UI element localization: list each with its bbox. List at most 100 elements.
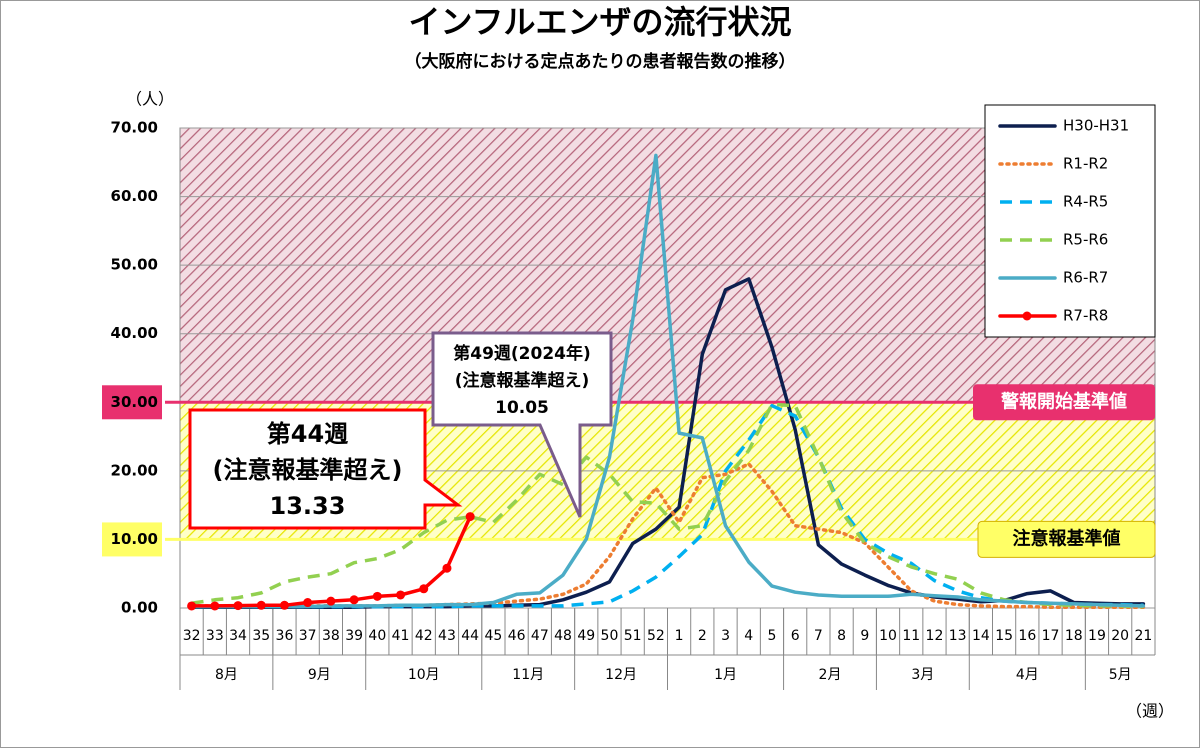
callout — [188, 408, 463, 530]
tick-highlight — [102, 385, 162, 420]
x-group-label: 3月 — [911, 667, 934, 683]
x-tick-label: 33 — [206, 628, 224, 644]
x-group-label: 9月 — [308, 667, 331, 683]
callout-text: (注意報基準超え) — [455, 370, 590, 391]
threshold-label: 注意報基準値 — [1013, 527, 1121, 549]
x-tick-label: 44 — [461, 628, 479, 644]
x-group-label: 12月 — [605, 667, 637, 683]
series-marker — [210, 601, 220, 611]
x-tick-label: 19 — [1088, 628, 1106, 644]
series-marker — [326, 596, 336, 606]
x-tick-label: 46 — [508, 628, 526, 644]
series-marker — [303, 598, 313, 608]
x-tick-label: 48 — [554, 628, 572, 644]
series-marker — [442, 563, 452, 573]
y-tick-label: 0.00 — [121, 599, 158, 617]
x-tick-label: 47 — [531, 628, 549, 644]
x-tick-label: 15 — [995, 628, 1013, 644]
x-group-label: 5月 — [1109, 667, 1132, 683]
x-tick-label: 20 — [1111, 628, 1129, 644]
series-marker — [187, 601, 197, 611]
y-tick-label: 70.00 — [111, 119, 158, 137]
x-tick-label: 1 — [675, 628, 684, 644]
x-tick-label: 43 — [438, 628, 456, 644]
legend-label: R6-R7 — [1063, 269, 1108, 287]
y-tick-label: 20.00 — [111, 461, 158, 479]
legend-marker — [1022, 311, 1032, 321]
x-tick-label: 8 — [837, 628, 846, 644]
x-tick-label: 36 — [276, 628, 294, 644]
x-tick-label: 41 — [392, 628, 410, 644]
chart-subtitle: （大阪府における定点あたりの患者報告数の推移） — [405, 51, 796, 72]
x-tick-label: 50 — [601, 628, 619, 644]
x-axis-label: （週） — [1126, 702, 1174, 721]
y-tick-label: 60.00 — [111, 187, 158, 205]
x-tick-label: 13 — [949, 628, 967, 644]
x-tick-label: 38 — [322, 628, 340, 644]
series-marker — [396, 590, 406, 600]
x-tick-label: 11 — [902, 628, 920, 644]
x-group-label: 4月 — [1016, 667, 1039, 683]
series-line — [189, 153, 1146, 609]
series-line — [191, 402, 1144, 609]
x-tick-label: 35 — [252, 628, 270, 644]
x-tick-label: 16 — [1018, 628, 1036, 644]
legend-label: R4-R5 — [1063, 193, 1108, 211]
x-tick-label: 37 — [299, 628, 317, 644]
callout-text: 10.05 — [495, 398, 549, 418]
x-tick-label: 10 — [879, 628, 897, 644]
x-tick-label: 32 — [183, 628, 201, 644]
x-group-label: 1月 — [714, 667, 737, 683]
legend-label: H30-H31 — [1063, 117, 1129, 135]
series-marker — [419, 584, 429, 594]
x-tick-label: 52 — [647, 628, 665, 644]
series-marker — [233, 601, 243, 611]
x-tick-label: 5 — [768, 628, 777, 644]
x-group-label: 11月 — [512, 667, 544, 683]
legend-label: R1-R2 — [1063, 155, 1108, 173]
callout — [431, 331, 613, 518]
x-tick-label: 6 — [791, 628, 800, 644]
series-marker — [372, 591, 382, 601]
callout-text: 第44週 — [267, 420, 348, 448]
x-tick-label: 18 — [1065, 628, 1083, 644]
x-tick-label: 51 — [624, 628, 642, 644]
x-tick-label: 17 — [1042, 628, 1060, 644]
x-tick-label: 3 — [721, 628, 730, 644]
series-marker — [465, 512, 475, 522]
x-tick-label: 40 — [368, 628, 386, 644]
callout-text: 第49週(2024年) — [453, 343, 591, 364]
callout-text: 13.33 — [270, 492, 346, 520]
x-group-label: 2月 — [819, 667, 842, 683]
threshold-box — [977, 520, 1156, 558]
x-tick-label: 39 — [345, 628, 363, 644]
y-tick-label: 50.00 — [111, 256, 158, 274]
x-group-label: 10月 — [408, 667, 440, 683]
x-tick-label: 14 — [972, 628, 990, 644]
legend-box — [984, 104, 1156, 338]
tick-highlight — [102, 522, 162, 557]
y-tick-label: 40.00 — [111, 324, 158, 342]
y-tick-label: 10.00 — [111, 530, 158, 548]
y-axis-label: （人） — [126, 90, 174, 109]
x-group-label: 8月 — [215, 667, 238, 683]
legend-label: R5-R6 — [1063, 231, 1108, 249]
x-tick-label: 45 — [484, 628, 502, 644]
chart-title: インフルエンザの流行状況 — [408, 3, 791, 41]
y-tick-label: 30.00 — [111, 393, 158, 411]
series-marker — [279, 600, 289, 610]
series-marker — [256, 600, 266, 610]
x-tick-label: 12 — [926, 628, 944, 644]
x-tick-label: 2 — [698, 628, 707, 644]
x-tick-label: 42 — [415, 628, 433, 644]
threshold-label: 警報開始基準値 — [1001, 390, 1127, 412]
x-tick-label: 34 — [229, 628, 247, 644]
x-tick-label: 49 — [577, 628, 595, 644]
threshold-box — [973, 384, 1155, 421]
series-marker — [349, 595, 359, 605]
x-tick-label: 21 — [1134, 628, 1152, 644]
x-tick-label: 9 — [860, 628, 869, 644]
x-tick-label: 4 — [744, 628, 753, 644]
x-tick-label: 7 — [814, 628, 823, 644]
